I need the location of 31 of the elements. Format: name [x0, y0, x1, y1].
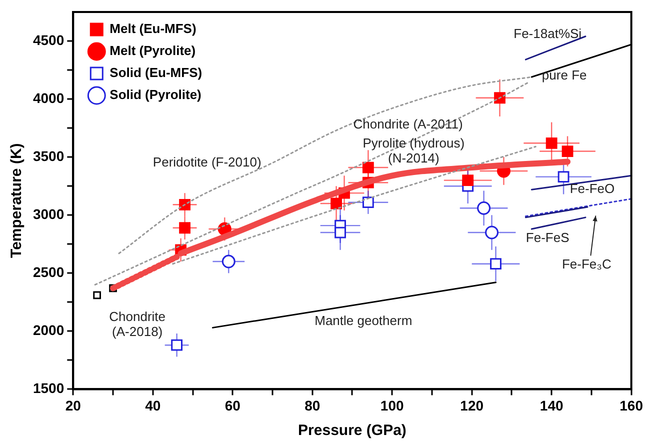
x-tick-label: 140	[540, 397, 564, 414]
y-tick-label: 3000	[32, 206, 64, 222]
y-tick-label: 2000	[32, 322, 64, 338]
legend-label: Solid (Eu-MFS)	[110, 65, 202, 80]
y-tick-label: 2500	[32, 264, 64, 280]
y-tick-label: 3500	[32, 148, 64, 164]
x-tick-label: 20	[65, 397, 82, 414]
legend-label: Melt (Eu-MFS)	[110, 21, 196, 36]
x-tick-label: 100	[380, 397, 404, 414]
annotation: Fe-FeS	[526, 230, 570, 245]
annotation: Mantle geotherm	[314, 312, 412, 328]
annotation: pure Fe	[542, 68, 587, 83]
y-tick-label: 4000	[32, 90, 64, 106]
x-tick-label: 40	[145, 397, 161, 414]
legend-label: Solid (Pyrolite)	[110, 87, 202, 102]
annotation: Pyrolite (hydrous) (N-2014)	[362, 136, 465, 166]
annotation: Chondrite (A-2011)	[353, 116, 463, 132]
x-tick-label: 160	[620, 397, 644, 414]
annotation: Fe-Fe₃C	[562, 256, 612, 272]
y-tick-label: 4500	[32, 32, 64, 48]
x-tick-label: 80	[304, 397, 320, 414]
annotation: Fe-FeO	[570, 180, 615, 196]
legend-label: Melt (Pyrolite)	[110, 43, 196, 58]
x-tick-label: 60	[224, 397, 241, 414]
x-axis-title: Pressure (GPa)	[298, 422, 406, 440]
annotation: Peridotite (F-2010)	[152, 154, 262, 170]
annotation: Chondrite (A-2018)	[109, 309, 166, 340]
y-tick-label: 1500	[32, 380, 64, 396]
y-axis-title: Temperature (K)	[8, 143, 26, 258]
annotation: Fe-18at%Si	[514, 26, 582, 42]
x-tick-label: 120	[460, 397, 484, 414]
